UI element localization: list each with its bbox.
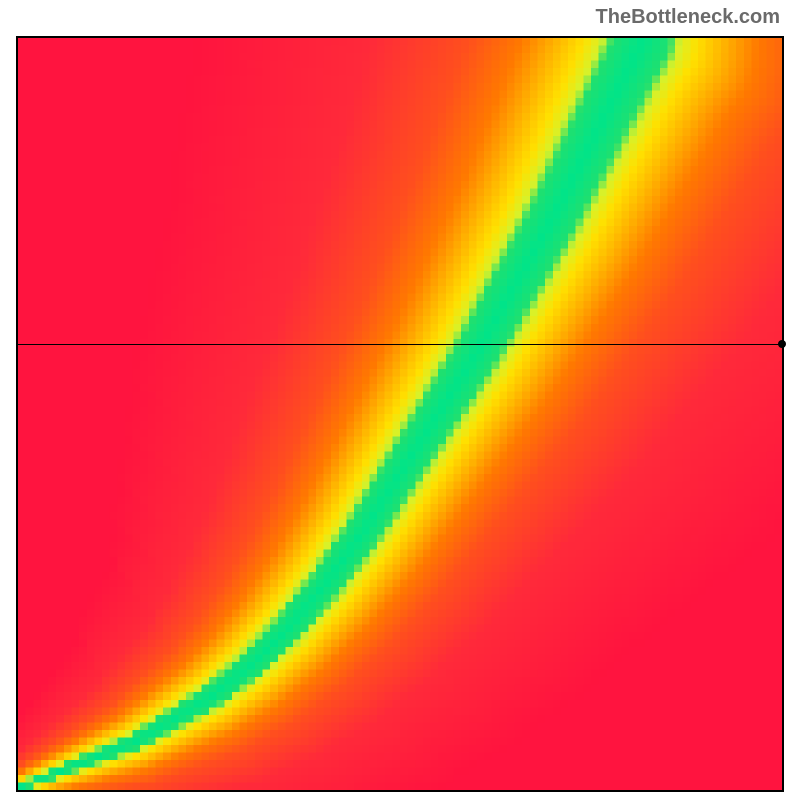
attribution-text: TheBottleneck.com bbox=[596, 6, 780, 29]
heatmap-frame bbox=[16, 36, 784, 792]
horizontal-reference-line bbox=[18, 344, 782, 345]
reference-marker-dot bbox=[778, 340, 786, 348]
heatmap-canvas-wrap bbox=[18, 38, 782, 790]
heatmap-canvas bbox=[18, 38, 782, 790]
